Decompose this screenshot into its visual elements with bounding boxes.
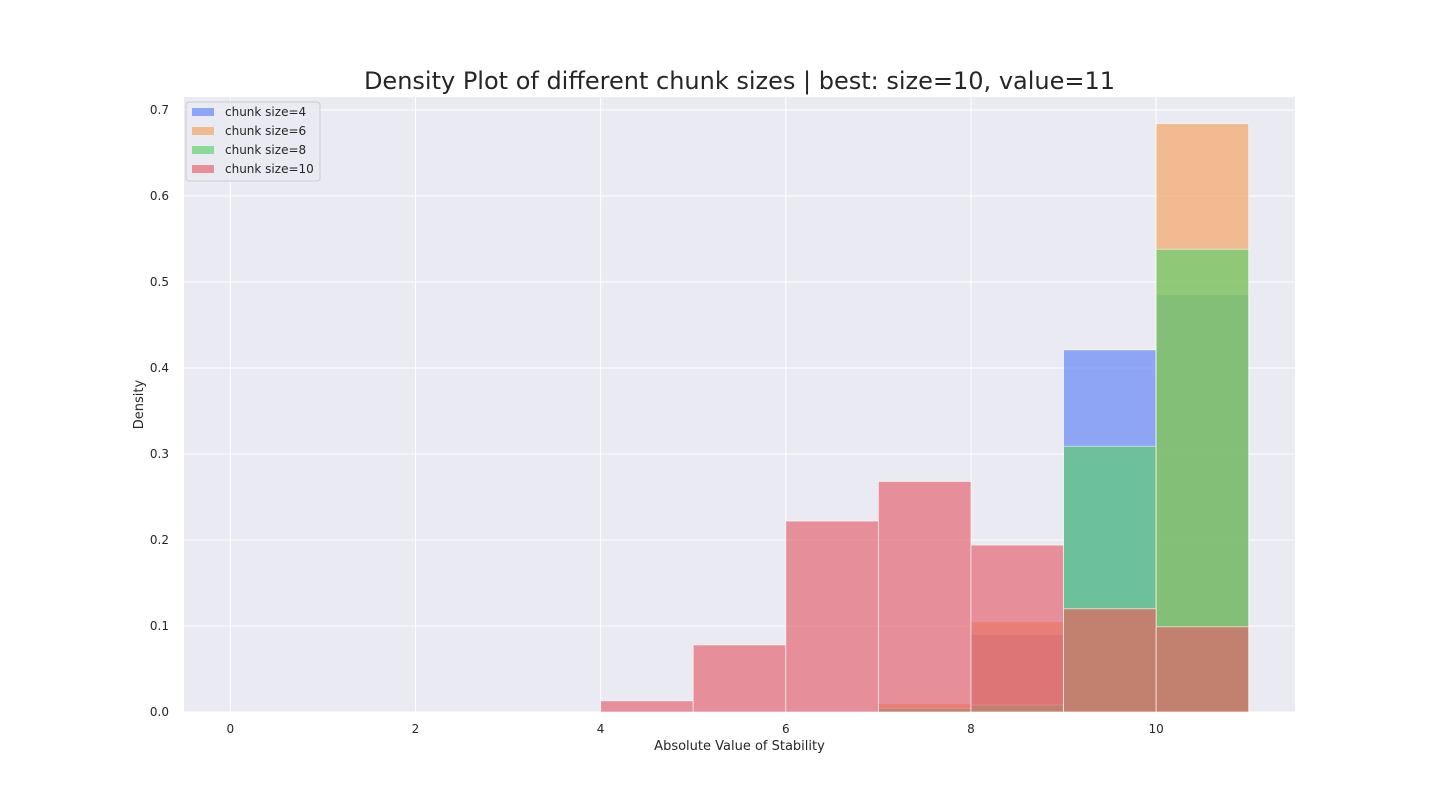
histogram-bar [1155, 626, 1250, 713]
y-axis-label: Density [132, 379, 147, 429]
y-tick-label: 0.6 [150, 189, 169, 203]
legend-swatch [192, 146, 214, 154]
histogram-bar [692, 644, 787, 713]
histogram-bar [785, 520, 879, 713]
histogram-bar [877, 481, 972, 713]
histogram-bar [970, 544, 1064, 713]
x-axis-ticks: 0 2 4 6 8 10 [226, 722, 1163, 736]
y-tick-label: 0.0 [150, 705, 169, 719]
histogram-bar [1063, 608, 1157, 713]
x-tick-label: 2 [412, 722, 420, 736]
y-tick-label: 0.7 [150, 103, 169, 117]
histogram-bars [600, 123, 1250, 713]
y-axis-ticks: 0.0 0.1 0.2 0.3 0.4 0.5 0.6 0.7 [150, 103, 169, 719]
legend-swatch [192, 165, 214, 173]
legend: chunk size=4 chunk size=6 chunk size=8 chun… [185, 101, 321, 182]
legend-label: chunk size=10 [225, 162, 314, 176]
y-tick-label: 0.3 [150, 447, 169, 461]
y-tick-label: 0.4 [150, 361, 169, 375]
legend-frame [185, 101, 321, 182]
chart-title: Density Plot of different chunk sizes | … [364, 67, 1115, 95]
x-tick-label: 0 [226, 722, 234, 736]
x-tick-label: 6 [782, 722, 790, 736]
legend-label: chunk size=8 [225, 143, 306, 157]
legend-swatch [192, 108, 214, 116]
legend-label: chunk size=4 [225, 105, 306, 119]
x-tick-label: 4 [597, 722, 605, 736]
legend-swatch [192, 127, 214, 135]
x-axis-label: Absolute Value of Stability [654, 739, 825, 754]
series-4-bars [600, 481, 1250, 713]
y-tick-label: 0.5 [150, 275, 169, 289]
x-tick-label: 10 [1148, 722, 1163, 736]
legend-label: chunk size=6 [225, 124, 306, 138]
histogram-bar [600, 700, 694, 713]
y-tick-label: 0.2 [150, 533, 169, 547]
y-tick-label: 0.1 [150, 619, 169, 633]
x-tick-label: 8 [967, 722, 975, 736]
